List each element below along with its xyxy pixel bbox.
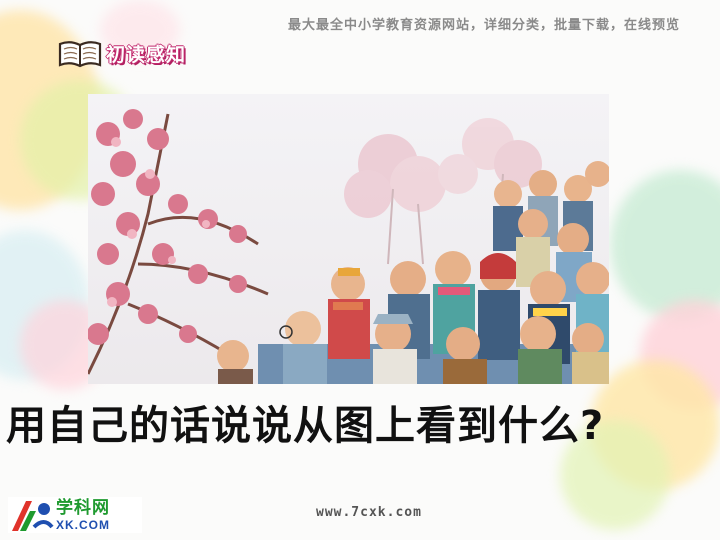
header-slogan: 最大最全中小学教育资源网站，详细分类，批量下载，在线预览 — [287, 18, 680, 33]
open-book-icon — [58, 38, 102, 68]
question-prompt: 用自己的话说说从图上看到什么? — [6, 403, 605, 449]
bg-blob — [100, 0, 180, 60]
xk-logo[interactable]: 学科网 XK.COM — [8, 497, 142, 533]
xk-logo-icon — [8, 497, 54, 533]
bg-blob — [560, 420, 670, 530]
section-tag: 初读感知 — [58, 38, 186, 68]
cherry-blossom-crowd-illustration — [88, 94, 609, 384]
bg-blob — [610, 170, 720, 320]
section-label: 初读感知 — [106, 43, 187, 66]
logo-cn: 学科网 — [56, 497, 110, 518]
logo-text: 学科网 XK.COM — [56, 497, 110, 532]
website-url: www.7cxk.com — [316, 505, 422, 520]
logo-en: XK.COM — [56, 517, 110, 532]
